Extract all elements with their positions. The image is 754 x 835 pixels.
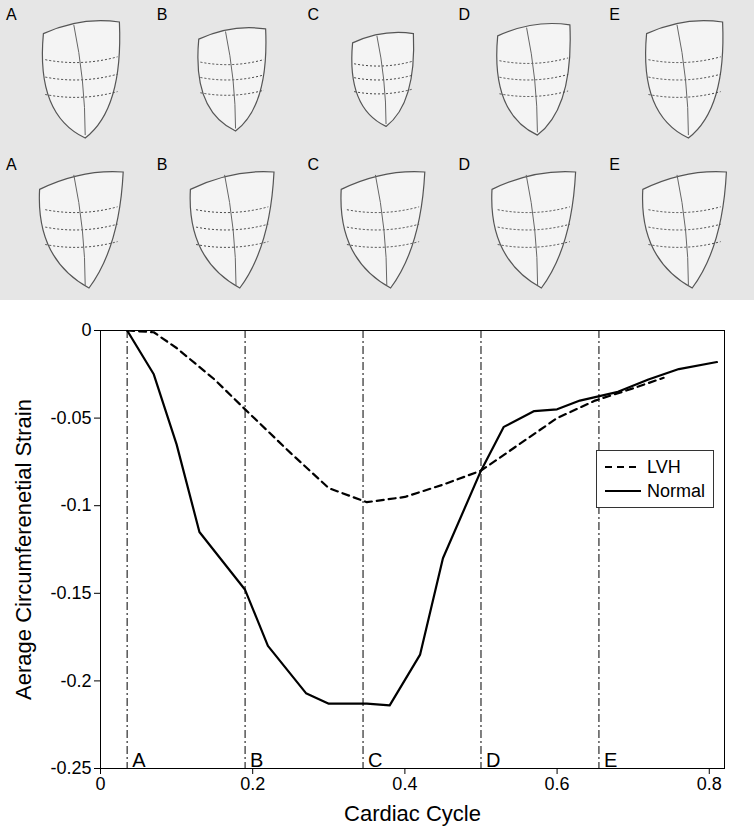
svg-text:B: B [157,156,168,173]
svg-text:-0.25: -0.25 [50,758,91,778]
svg-text:A: A [132,749,146,771]
svg-text:D: D [486,749,500,771]
svg-text:Cardiac Cycle: Cardiac Cycle [344,801,481,826]
svg-text:-0.2: -0.2 [60,671,91,691]
svg-text:E: E [609,156,620,173]
html-text:Normal: Normal [647,480,705,501]
html-text:LVH: LVH [647,456,681,477]
svg-text:C: C [368,749,382,771]
svg-text:A: A [6,156,17,173]
svg-text:-0.1: -0.1 [60,495,91,515]
svg-text:B: B [157,6,168,23]
svg-text:C: C [308,6,320,23]
svg-text:E: E [604,749,617,771]
svg-text:0.6: 0.6 [545,774,570,794]
svg-text:0.4: 0.4 [392,774,417,794]
svg-text:-0.15: -0.15 [50,583,91,603]
svg-text:0: 0 [81,320,91,340]
svg-text:0.2: 0.2 [240,774,265,794]
svg-text:D: D [458,6,470,23]
svg-text:D: D [458,156,470,173]
svg-text:0: 0 [95,774,105,794]
svg-text:B: B [250,749,263,771]
svg-text:-0.05: -0.05 [50,408,91,428]
svg-text:A: A [6,6,17,23]
svg-text:C: C [308,156,320,173]
svg-text:Aerage Circumferenetial Strain: Aerage Circumferenetial Strain [11,399,36,700]
svg-text:E: E [609,6,620,23]
svg-text:0.8: 0.8 [697,774,722,794]
